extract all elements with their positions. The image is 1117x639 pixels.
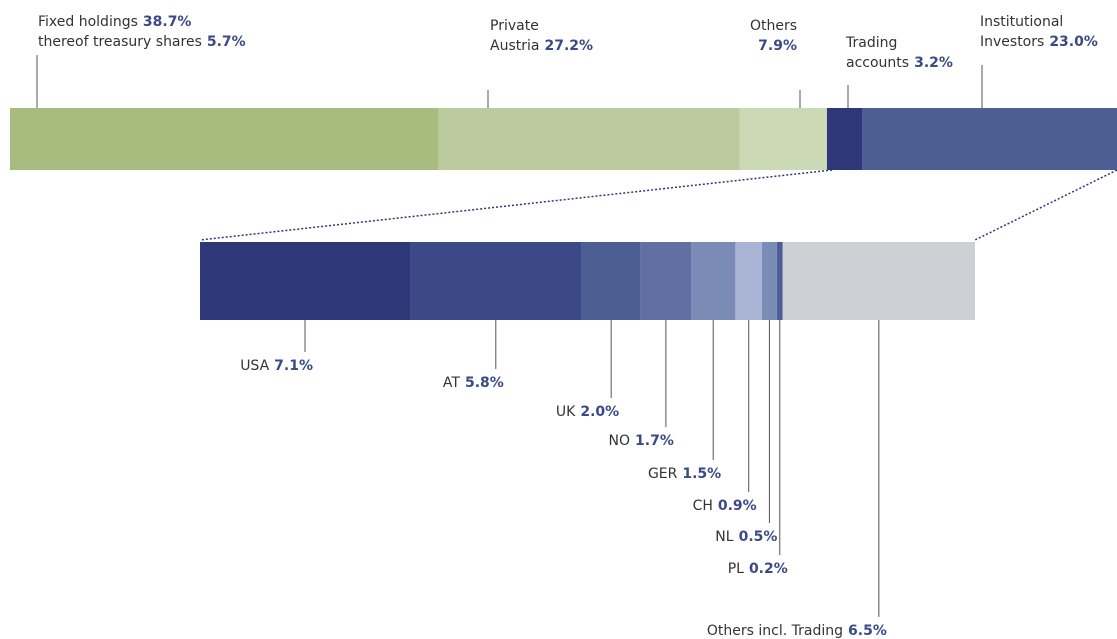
value-label: 27.2% (544, 38, 593, 54)
bar-segment (776, 242, 783, 320)
segment-label: Private (490, 18, 539, 34)
label-text: GER (648, 466, 678, 482)
label-text: USA (240, 358, 269, 374)
segment-label: GER 1.5% (648, 466, 721, 482)
label-text: Austria (490, 38, 539, 54)
bar-segment (10, 108, 439, 170)
label-text: Institutional (980, 14, 1063, 30)
annotation: thereof treasury shares 5.7% (38, 34, 246, 50)
bar-segment (640, 242, 692, 320)
bar-segment (735, 242, 763, 320)
value-label: 5.8% (465, 375, 504, 391)
segment-label: PL 0.2% (728, 561, 788, 577)
bar-segment (826, 108, 863, 170)
segment-label: accounts 3.2% (846, 55, 953, 71)
value-label: 0.5% (739, 529, 778, 545)
value-label: 23.0% (1049, 34, 1098, 50)
value-label: 1.7% (635, 433, 674, 449)
segment-label: USA 7.1% (240, 358, 313, 374)
value-label: 2.0% (580, 404, 619, 420)
zoom-line (974, 169, 1117, 241)
segment-label: Investors 23.0% (980, 34, 1098, 50)
value-label: 0.9% (718, 498, 757, 514)
segment-label: NL 0.5% (715, 529, 777, 545)
label-text: Trading (845, 35, 897, 51)
value-label: 1.5% (682, 466, 721, 482)
segment-label: Institutional (980, 14, 1063, 30)
segment-label: UK 2.0% (556, 404, 619, 420)
bar-segment (410, 242, 582, 320)
segment-label: Trading (845, 35, 897, 51)
bar-segment (782, 242, 975, 320)
label-text: Others (750, 18, 797, 34)
label-text: accounts (846, 55, 909, 71)
value-label: 38.7% (143, 14, 192, 30)
label-text: NO (609, 433, 631, 449)
bar-segment (200, 242, 411, 320)
bar-segment (862, 108, 1117, 170)
bar-segment (762, 242, 777, 320)
label-text: Others incl. Trading (707, 623, 843, 639)
segment-label: Fixed holdings 38.7% (38, 14, 191, 30)
label-text: NL (715, 529, 733, 545)
value-label: 0.2% (749, 561, 788, 577)
bar-segment (739, 108, 827, 170)
value-label: 7.9% (758, 38, 797, 54)
segment-label: Others (750, 18, 797, 34)
value-label: 7.1% (274, 358, 313, 374)
segment-label: Austria 27.2% (490, 38, 593, 54)
label-text: UK (556, 404, 576, 420)
bar-segment (691, 242, 736, 320)
label-text: PL (728, 561, 744, 577)
value-label: 6.5% (848, 623, 887, 639)
label-text: CH (693, 498, 713, 514)
annotation-value: 5.7% (207, 34, 246, 50)
label-text: Fixed holdings (38, 14, 138, 30)
segment-label: CH 0.9% (693, 498, 757, 514)
segment-label: AT 5.8% (443, 375, 504, 391)
label-text: Investors (980, 34, 1044, 50)
label-text: Private (490, 18, 539, 34)
label-text: AT (443, 375, 460, 391)
zoom-line (199, 169, 833, 241)
bar-segment (581, 242, 641, 320)
bar-segment (438, 108, 740, 170)
value-label: 3.2% (914, 55, 953, 71)
segment-label: NO 1.7% (609, 433, 674, 449)
segment-label: Others incl. Trading 6.5% (707, 623, 887, 639)
annotation-text: thereof treasury shares (38, 34, 202, 50)
